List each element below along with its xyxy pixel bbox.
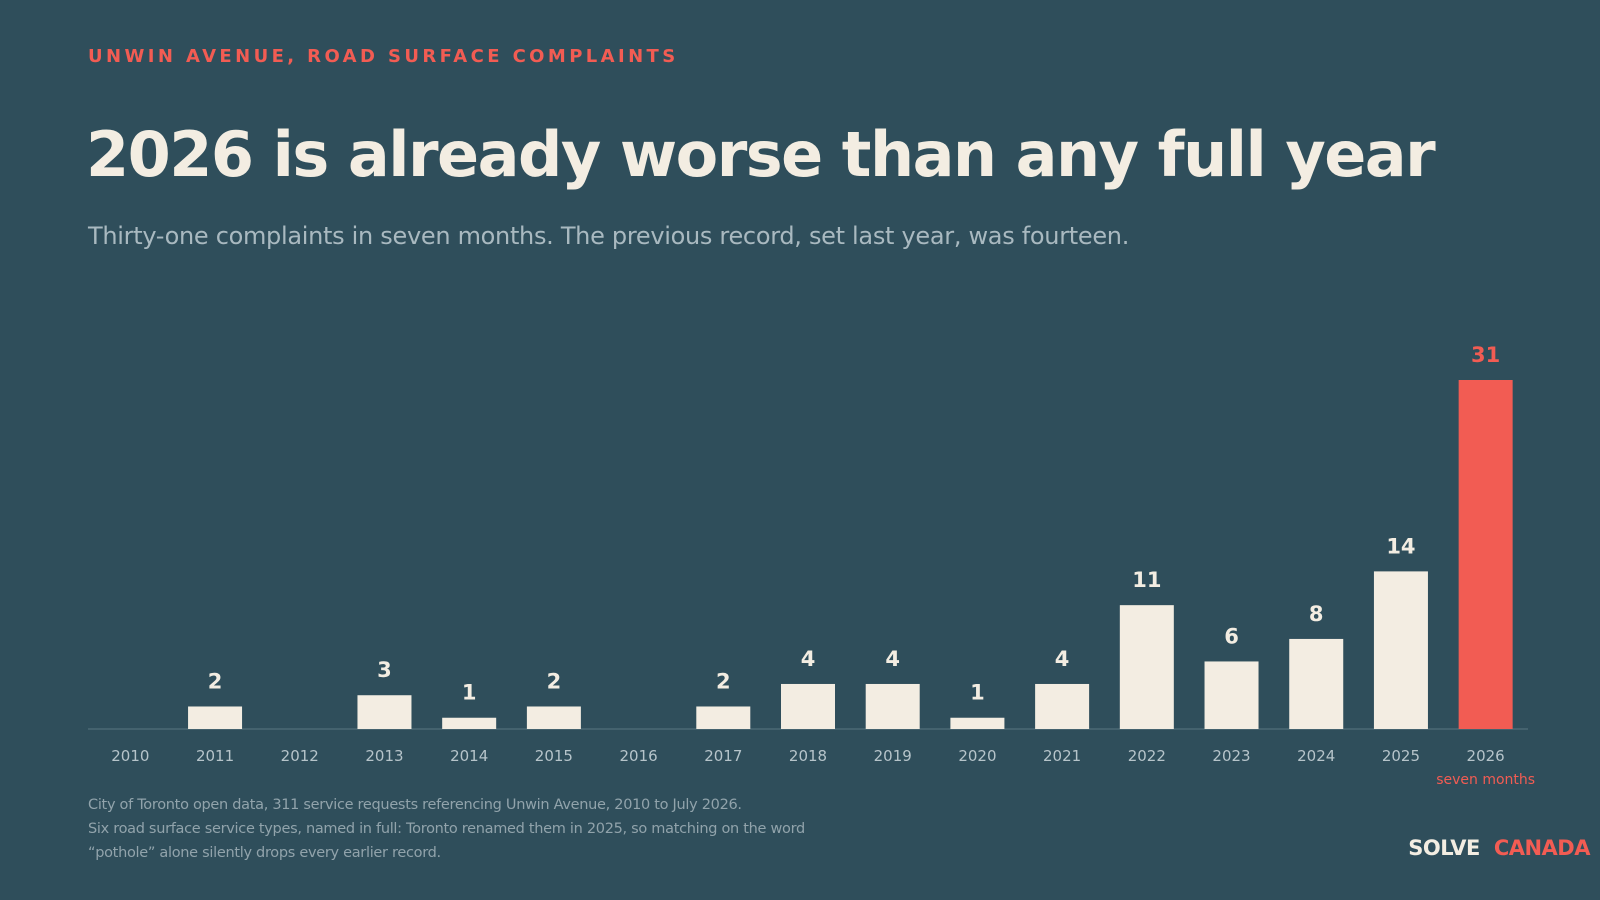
data-label-2023: 6 (1224, 624, 1239, 648)
chart-headline: 2026 is already worse than any full year (86, 118, 1436, 191)
tick-label-2011: 2011 (196, 747, 234, 765)
footnote-line-3: “pothole” alone silently drops every ear… (88, 845, 441, 861)
tick-label-2016: 2016 (619, 747, 657, 765)
brand-part-2: CANADA (1493, 836, 1591, 860)
bar-2022 (1119, 605, 1174, 729)
source-footnote: City of Toronto open data, 311 service r… (88, 793, 805, 865)
tick-label-2017: 2017 (704, 747, 742, 765)
brand-logo: SOLVE CANADA (1408, 836, 1590, 860)
data-label-2021: 4 (1055, 647, 1070, 671)
data-label-2026: 31 (1471, 343, 1500, 367)
data-label-2019: 4 (885, 647, 900, 671)
chart-kicker: UNWIN AVENUE, ROAD SURFACE COMPLAINTS (88, 46, 679, 67)
data-label-2022: 11 (1132, 568, 1161, 592)
brand-part-1: SOLVE (1408, 836, 1480, 860)
footnote-line-2: Six road surface service types, named in… (88, 821, 805, 837)
tick-label-2013: 2013 (365, 747, 403, 765)
bar-2015 (526, 706, 581, 729)
tick-label-2018: 2018 (789, 747, 827, 765)
bar-2021 (1035, 683, 1090, 729)
chart-subhead: Thirty-one complaints in seven months. T… (88, 222, 1130, 250)
data-label-2017: 2 (716, 669, 731, 693)
tick-label-2019: 2019 (874, 747, 912, 765)
data-label-2020: 1 (970, 681, 985, 705)
tick-label-2012: 2012 (281, 747, 319, 765)
bar-2023 (1204, 661, 1259, 729)
bar-2014 (442, 717, 497, 729)
tick-label-2015: 2015 (535, 747, 573, 765)
bar-2019 (865, 683, 920, 729)
bar-2020 (950, 717, 1005, 729)
tick-label-2020: 2020 (958, 747, 996, 765)
footnote-line-1: City of Toronto open data, 311 service r… (88, 797, 742, 813)
data-label-2018: 4 (801, 647, 816, 671)
tick-label-2014: 2014 (450, 747, 488, 765)
data-label-2013: 3 (377, 658, 392, 682)
bar-2024 (1289, 638, 1344, 729)
tick-label-2024: 2024 (1297, 747, 1335, 765)
tick-label-2010: 2010 (111, 747, 149, 765)
bar-2026 (1458, 380, 1513, 729)
data-label-2015: 2 (547, 669, 562, 693)
tick-label-2021: 2021 (1043, 747, 1081, 765)
tick-label-2023: 2023 (1212, 747, 1250, 765)
bar-2011 (188, 706, 243, 729)
tick-label-2025: 2025 (1382, 747, 1420, 765)
bar-2025 (1373, 571, 1428, 729)
data-label-2024: 8 (1309, 602, 1324, 626)
tick-label-2026: 2026 (1467, 747, 1505, 765)
bar-2017 (696, 706, 751, 729)
data-label-2011: 2 (208, 669, 223, 693)
bar-2018 (781, 683, 835, 729)
tick-label-2022: 2022 (1128, 747, 1166, 765)
highlight-note: seven months (1436, 772, 1535, 788)
data-label-2014: 1 (462, 681, 477, 705)
bar-2013 (357, 695, 412, 729)
data-label-2025: 14 (1386, 534, 1415, 558)
